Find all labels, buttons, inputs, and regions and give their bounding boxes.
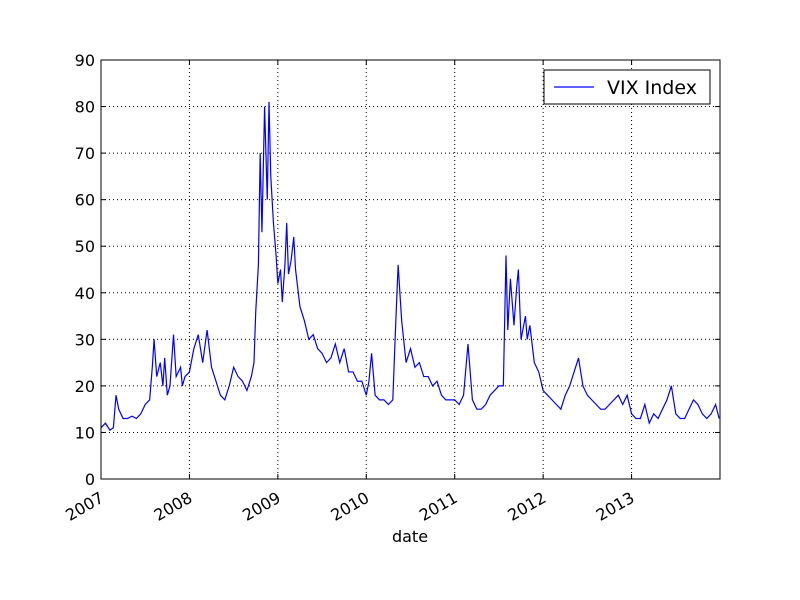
x-tick-label: 2013 [593, 488, 638, 525]
y-tick-label: 0 [85, 470, 95, 489]
y-tick-label: 50 [75, 237, 95, 256]
x-tick-label: 2010 [328, 488, 373, 525]
x-tick-label: 2011 [416, 488, 461, 525]
x-tick-label: 2009 [239, 488, 284, 525]
y-tick-label: 70 [75, 144, 95, 163]
data-line [100, 101, 720, 431]
y-tick-label: 80 [75, 98, 95, 117]
y-tick-label: 30 [75, 330, 95, 349]
x-axis-label: date [392, 527, 428, 546]
x-tick-label: 2007 [62, 488, 107, 525]
y-tick-label: 10 [75, 423, 95, 442]
legend-label: VIX Index [607, 77, 697, 99]
x-tick-label: 2008 [151, 488, 196, 525]
y-tick-label: 40 [75, 284, 95, 303]
y-tick-label: 20 [75, 377, 95, 396]
y-tick-label: 90 [75, 51, 95, 70]
x-tick-label: 2012 [504, 488, 549, 525]
y-tick-label: 60 [75, 191, 95, 210]
plot-frame [100, 59, 721, 480]
